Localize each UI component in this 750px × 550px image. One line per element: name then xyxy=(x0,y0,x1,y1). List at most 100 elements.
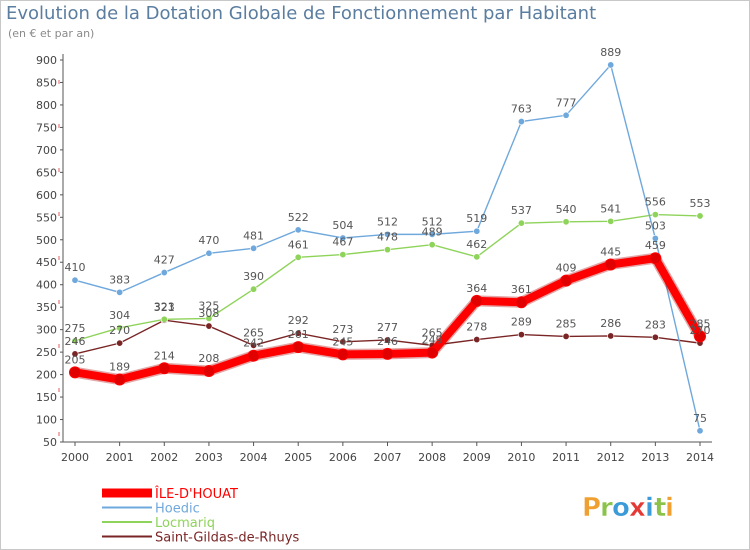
data-point xyxy=(607,217,615,225)
x-tick-label: 2009 xyxy=(463,451,491,464)
data-label: 537 xyxy=(511,204,532,217)
y-tick-label: 850 xyxy=(36,76,57,89)
data-point xyxy=(428,241,436,249)
data-point xyxy=(160,269,168,277)
data-label: 273 xyxy=(332,323,353,336)
data-point xyxy=(71,276,79,284)
y-tick-label: 150 xyxy=(36,391,57,404)
brand-logo: Pr o x i ti xyxy=(582,493,674,524)
y-tick-label: 50 xyxy=(43,436,57,449)
x-tick-label: 2013 xyxy=(641,451,669,464)
y-tick-label: 400 xyxy=(36,279,57,292)
data-point xyxy=(515,296,528,309)
data-point xyxy=(470,294,483,307)
data-label: 283 xyxy=(645,318,666,331)
data-label: 519 xyxy=(466,212,487,225)
data-label: 242 xyxy=(243,337,264,350)
y-tick-label: 350 xyxy=(36,301,57,314)
data-label: 321 xyxy=(154,301,175,314)
data-point xyxy=(381,347,394,360)
data-label: 189 xyxy=(109,361,130,374)
data-point xyxy=(250,285,258,293)
x-tick-label: 2014 xyxy=(686,451,714,464)
data-label: 323 xyxy=(154,300,175,313)
data-point xyxy=(517,219,525,227)
data-point xyxy=(158,362,171,375)
data-point xyxy=(383,246,391,254)
legend: ÎLE-D'HOUATHoedicLocmariqSaint-Gildas-de… xyxy=(102,486,299,546)
data-label: 459 xyxy=(645,239,666,252)
data-label: 553 xyxy=(690,197,711,210)
brand-letter: i xyxy=(665,493,674,523)
data-point xyxy=(250,341,258,349)
data-label: 214 xyxy=(154,349,175,362)
data-point xyxy=(205,249,213,257)
data-label: 75 xyxy=(693,412,707,425)
x-tick-label: 2004 xyxy=(240,451,268,464)
brand-letter: x xyxy=(629,493,646,523)
data-point xyxy=(116,339,124,347)
y-tick-label: 650 xyxy=(36,166,57,179)
y-tick-label: 700 xyxy=(36,144,57,157)
y-tick-label: 450 xyxy=(36,256,57,269)
data-label: 304 xyxy=(109,309,130,322)
data-label: 445 xyxy=(600,245,621,258)
data-label: 522 xyxy=(288,211,309,224)
data-label: 308 xyxy=(198,307,219,320)
data-label: 245 xyxy=(332,335,353,348)
data-point xyxy=(562,332,570,340)
data-label: 292 xyxy=(288,314,309,327)
data-label: 512 xyxy=(377,215,398,228)
data-point xyxy=(294,226,302,234)
data-point xyxy=(383,336,391,344)
data-label: 249 xyxy=(422,334,443,347)
data-label: 278 xyxy=(466,321,487,334)
data-point xyxy=(562,218,570,226)
data-label: 364 xyxy=(466,282,487,295)
y-tick-label: 250 xyxy=(36,346,57,359)
data-point xyxy=(649,252,662,265)
data-label: 246 xyxy=(377,335,398,348)
data-label: 286 xyxy=(600,317,621,330)
data-label: 889 xyxy=(600,46,621,59)
data-label: 462 xyxy=(466,238,487,251)
data-point xyxy=(205,322,213,330)
data-label: 409 xyxy=(556,262,577,275)
y-tick-label: 550 xyxy=(36,211,57,224)
x-tick-label: 2008 xyxy=(418,451,446,464)
y-tick-label: 300 xyxy=(36,324,57,337)
data-point xyxy=(205,314,213,322)
data-label: 277 xyxy=(377,321,398,334)
data-label: 289 xyxy=(511,316,532,329)
data-point xyxy=(562,111,570,119)
data-label: 489 xyxy=(422,226,443,239)
legend-label: Hoedic xyxy=(155,502,200,517)
y-tick-label: 750 xyxy=(36,121,57,134)
data-label: 270 xyxy=(690,324,711,337)
x-tick-label: 2012 xyxy=(597,451,625,464)
x-tick-label: 2007 xyxy=(374,451,402,464)
data-point xyxy=(473,227,481,235)
data-label: 540 xyxy=(556,203,577,216)
data-point xyxy=(247,349,260,362)
data-label: 361 xyxy=(511,283,532,296)
data-label: 246 xyxy=(65,335,86,348)
data-label: 265 xyxy=(243,326,264,339)
data-point xyxy=(517,118,525,126)
data-point xyxy=(696,427,704,435)
data-label: 503 xyxy=(645,219,666,232)
data-point xyxy=(294,253,302,261)
x-tick-label: 2010 xyxy=(507,451,535,464)
y-tick-label: 800 xyxy=(36,99,57,112)
x-tick-label: 2006 xyxy=(329,451,357,464)
data-label: 285 xyxy=(556,317,577,330)
data-point xyxy=(339,251,347,259)
data-label: 261 xyxy=(288,328,309,341)
data-label: 481 xyxy=(243,229,264,242)
data-point xyxy=(560,274,573,287)
data-label: 265 xyxy=(422,326,443,339)
x-tick-label: 2002 xyxy=(150,451,178,464)
data-point xyxy=(160,315,168,323)
